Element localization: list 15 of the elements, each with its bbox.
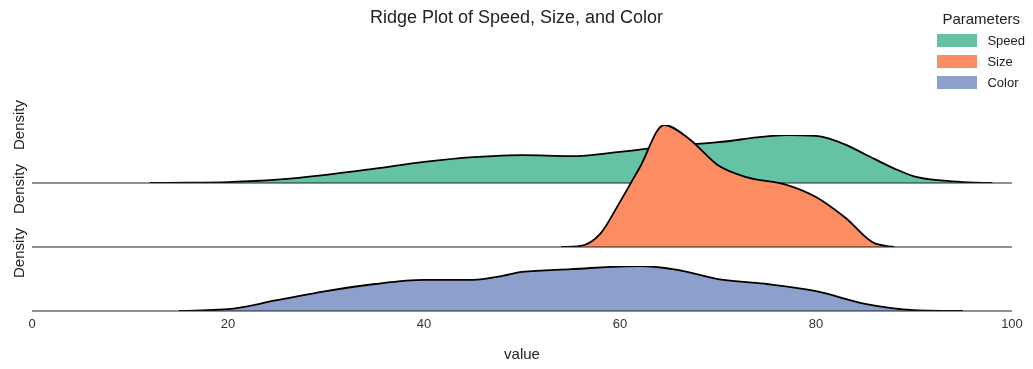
chart-title: Ridge Plot of Speed, Size, and Color	[369, 7, 664, 27]
legend-label: Size	[987, 54, 1013, 69]
y-axis-title: Density	[9, 227, 27, 279]
x-tick-label: 80	[808, 316, 824, 332]
x-tick-label: 40	[416, 316, 432, 332]
x-tick-label: 100	[1001, 316, 1023, 332]
x-tick-label: 20	[220, 316, 236, 332]
x-tick-label: 0	[28, 316, 36, 332]
y-axis-title: Density	[9, 163, 27, 215]
legend-label: Color	[987, 75, 1019, 90]
y-axis-title: Density	[9, 99, 27, 151]
x-axis-title: value	[504, 345, 540, 362]
legend-label: Speed	[987, 33, 1025, 48]
x-tick-label: 60	[612, 316, 628, 332]
legend-title: Parameters	[941, 10, 1021, 27]
